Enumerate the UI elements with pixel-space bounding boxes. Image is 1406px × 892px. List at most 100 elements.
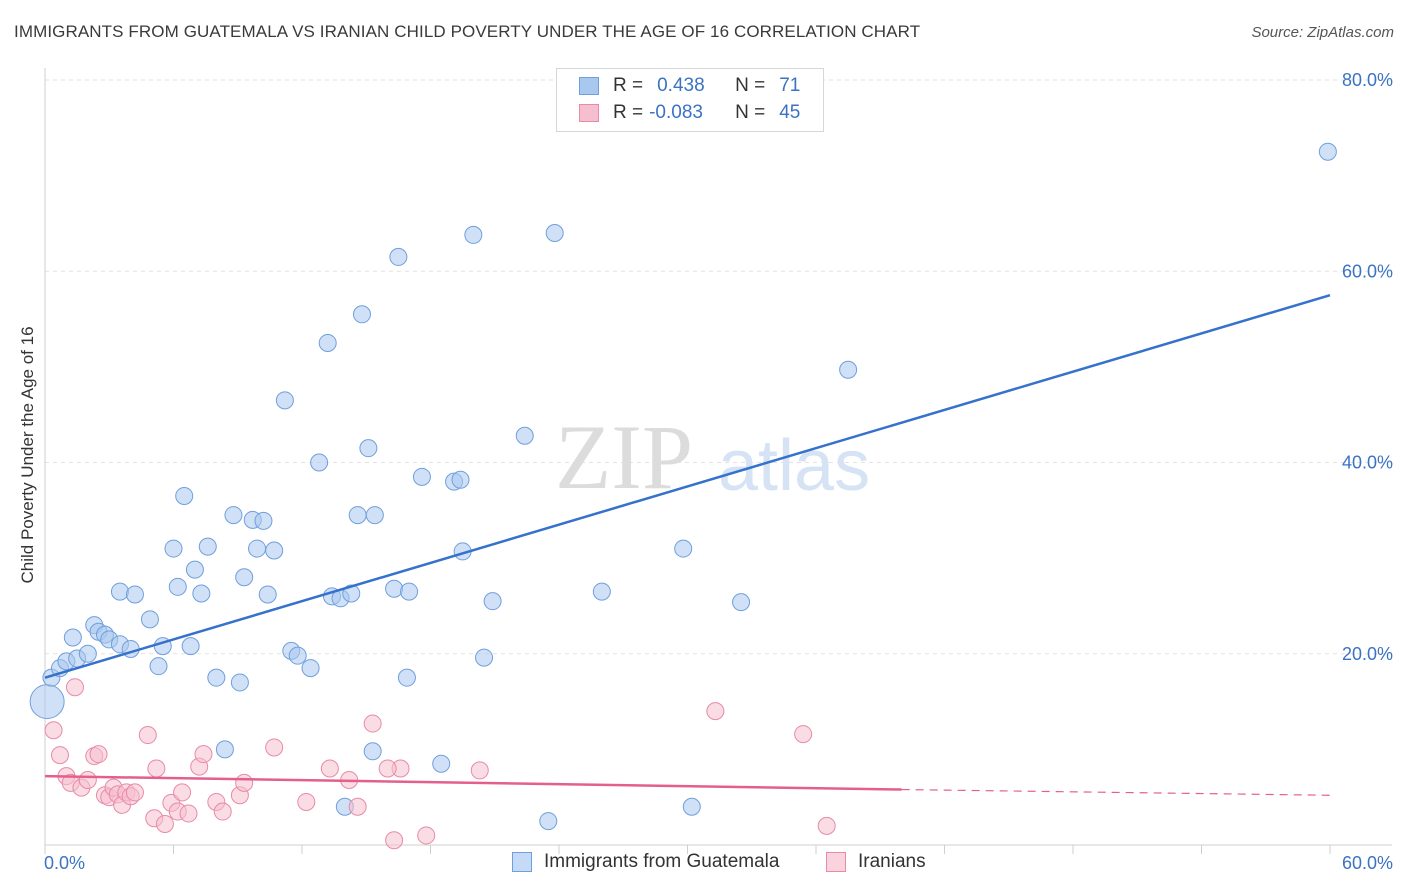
point-guatemala (78, 644, 97, 663)
point-guatemala (674, 539, 693, 558)
point-guatemala (149, 657, 168, 676)
point-iranians (265, 738, 284, 757)
point-guatemala (207, 668, 226, 687)
point-guatemala (168, 577, 187, 596)
chart-title: IMMIGRANTS FROM GUATEMALA VS IRANIAN CHI… (14, 22, 921, 41)
point-guatemala (592, 582, 611, 601)
y-tick-label: 40.0% (1342, 453, 1393, 473)
legend-n-label: N = (735, 102, 766, 123)
series-legend-iranians: Iranians (826, 851, 926, 873)
point-guatemala (29, 684, 65, 720)
point-iranians (89, 745, 108, 764)
point-iranians (179, 804, 198, 823)
series-label-iranians: Iranians (858, 851, 926, 872)
point-guatemala (192, 584, 211, 603)
point-guatemala (310, 453, 329, 472)
point-guatemala (140, 610, 159, 629)
point-iranians (155, 814, 174, 833)
series-label-guatemala: Immigrants from Guatemala (544, 851, 780, 872)
point-guatemala (230, 673, 249, 692)
trend-line-iranians (44, 774, 902, 791)
series-legend-guatemala: Immigrants from Guatemala (512, 851, 779, 873)
trend-line-guatemala (44, 293, 1331, 679)
y-axis-label: Child Poverty Under the Age of 16 (18, 326, 37, 583)
series-swatch-guatemala (512, 852, 532, 872)
legend-r-label: R = (613, 102, 644, 123)
data-points (29, 142, 1337, 850)
point-guatemala (342, 584, 361, 603)
gridlines (45, 79, 1392, 655)
legend-row-guatemala: R = 0.438 N = 71 (579, 75, 800, 97)
point-guatemala (288, 646, 307, 665)
point-guatemala (63, 628, 82, 647)
x-tick-label: 0.0% (44, 853, 85, 873)
point-iranians (194, 745, 213, 764)
point-guatemala (125, 585, 144, 604)
point-guatemala (352, 305, 371, 324)
watermark-zip: ZIP (555, 406, 693, 508)
point-iranians (706, 702, 725, 721)
point-guatemala (682, 797, 701, 816)
trend-lines (44, 293, 1331, 796)
x-tick-label: 60.0% (1342, 853, 1393, 873)
point-guatemala (400, 582, 419, 601)
legend-n-label: N = (735, 75, 766, 96)
point-iranians (65, 678, 84, 697)
point-guatemala (389, 247, 408, 266)
point-iranians (235, 773, 254, 792)
legend-swatch-iranians (579, 104, 599, 122)
y-tick-label: 80.0% (1342, 70, 1393, 90)
point-iranians (44, 721, 63, 740)
legend-swatch-guatemala (579, 77, 599, 95)
point-guatemala (464, 225, 483, 244)
point-iranians (378, 759, 397, 778)
point-guatemala (181, 637, 200, 656)
point-guatemala (1318, 142, 1337, 161)
point-guatemala (175, 486, 194, 505)
point-guatemala (732, 593, 751, 612)
point-iranians (417, 826, 436, 845)
point-guatemala (254, 511, 273, 530)
watermark: ZIP atlas (555, 406, 870, 508)
legend-row-iranians: R = -0.083 N = 45 (579, 102, 800, 124)
point-iranians (78, 770, 97, 789)
point-iranians (470, 761, 489, 780)
point-iranians (147, 759, 166, 778)
point-iranians (125, 783, 144, 802)
legend-r-label: R = (613, 75, 644, 96)
point-guatemala (185, 560, 204, 579)
point-guatemala (412, 467, 431, 486)
stats-legend: R = 0.438 N = 71 R = -0.083 N = 45 (556, 68, 824, 132)
point-guatemala (348, 506, 367, 525)
point-iranians (348, 797, 367, 816)
point-guatemala (515, 426, 534, 445)
legend-n-value: 71 (779, 75, 801, 96)
point-iranians (138, 726, 157, 745)
point-guatemala (318, 333, 337, 352)
point-guatemala (198, 537, 217, 556)
series-legend: Immigrants from Guatemala Iranians (0, 851, 1406, 877)
point-guatemala (235, 568, 254, 587)
point-iranians (385, 831, 404, 850)
point-guatemala (475, 648, 494, 667)
point-iranians (297, 792, 316, 811)
series-swatch-iranians (826, 852, 846, 872)
point-guatemala (365, 506, 384, 525)
point-iranians (50, 746, 69, 765)
point-guatemala (275, 391, 294, 410)
point-guatemala (110, 582, 129, 601)
point-guatemala (545, 224, 564, 242)
point-guatemala (301, 659, 320, 678)
legend-n-value: 45 (779, 102, 801, 123)
point-guatemala (258, 585, 277, 604)
point-iranians (173, 783, 192, 802)
chart-source: Source: ZipAtlas.com (1251, 24, 1394, 41)
point-iranians (817, 816, 836, 835)
point-guatemala (839, 360, 858, 379)
point-guatemala (248, 539, 267, 558)
point-iranians (213, 802, 232, 821)
point-guatemala (397, 668, 416, 687)
point-guatemala (385, 579, 404, 598)
point-guatemala (451, 470, 470, 489)
